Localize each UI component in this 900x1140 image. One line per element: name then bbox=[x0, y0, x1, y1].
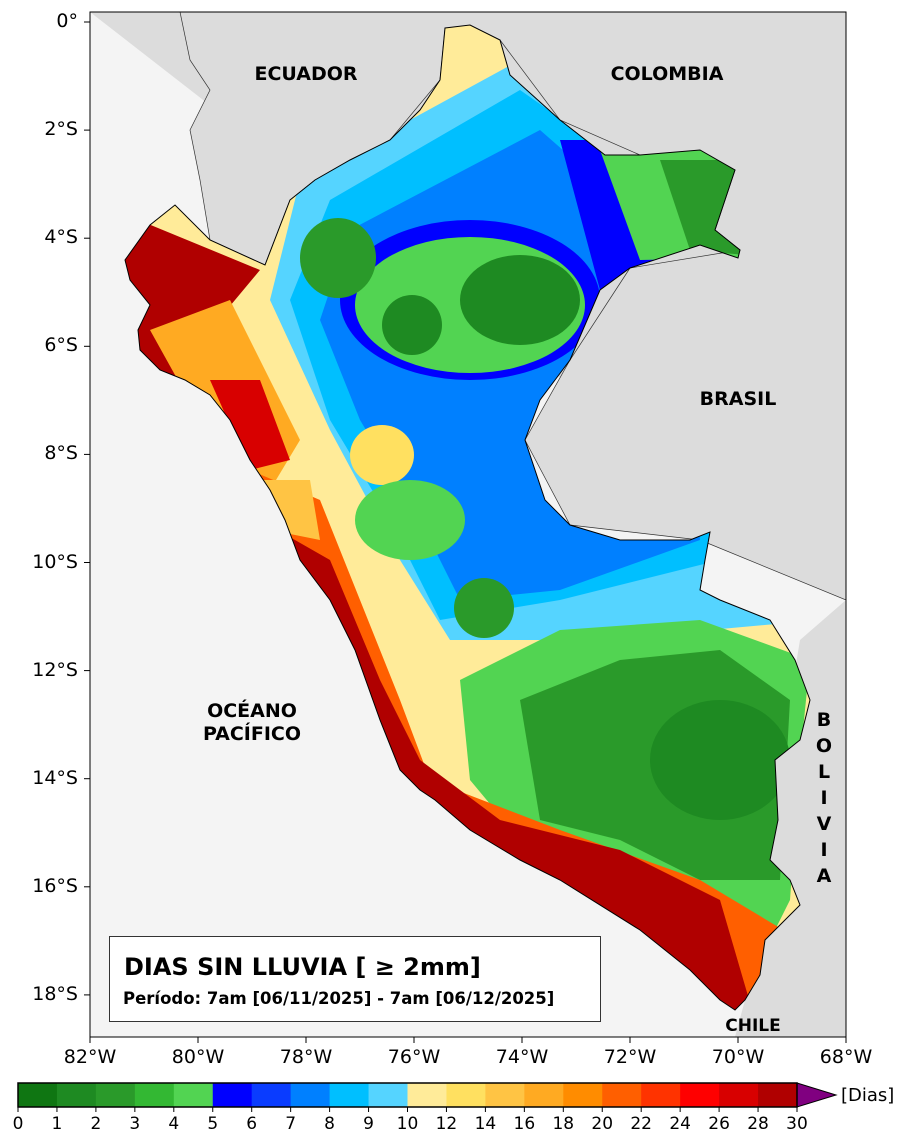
lon-tick-label: 78°W bbox=[279, 1046, 333, 1068]
axis-ticks bbox=[84, 21, 847, 1043]
lon-tick-label: 70°W bbox=[711, 1046, 765, 1068]
label-chile: CHILE bbox=[725, 1016, 781, 1036]
lat-tick-label: 18°S bbox=[32, 982, 78, 1005]
colorbar-tick-label: 26 bbox=[708, 1114, 730, 1134]
colorbar-tick-label: 3 bbox=[129, 1114, 141, 1134]
title-box: DIAS SIN LLUVIA [ ≥ 2mm] Período: 7am [0… bbox=[109, 936, 601, 1022]
lat-tick-label: 10°S bbox=[32, 550, 78, 573]
label-ecuador: ECUADOR bbox=[254, 63, 358, 85]
colorbar-segment bbox=[641, 1083, 681, 1107]
colorbar-segment bbox=[485, 1083, 525, 1107]
lon-tick-label: 80°W bbox=[171, 1046, 225, 1068]
period-text: Período: 7am [06/11/2025] - 7am [06/12/2… bbox=[123, 989, 555, 1008]
label-colombia: COLOMBIA bbox=[610, 63, 724, 85]
lat-tick-label: 2°S bbox=[44, 118, 78, 141]
map-frame bbox=[89, 11, 847, 1038]
lon-tick-label: 68°W bbox=[819, 1046, 873, 1068]
colorbar-segment bbox=[56, 1083, 97, 1107]
lat-tick-label: 12°S bbox=[32, 658, 78, 681]
colorbar-segment bbox=[18, 1083, 58, 1107]
colorbar-unit: [Dias] bbox=[841, 1085, 895, 1106]
lat-tick-label: 14°S bbox=[32, 766, 78, 789]
lon-tick-label: 82°W bbox=[63, 1046, 117, 1068]
colorbar-segment bbox=[680, 1083, 720, 1107]
colorbar-tick-label: 24 bbox=[669, 1114, 691, 1134]
colorbar-tick-label: 10 bbox=[396, 1114, 419, 1134]
colorbar-segment bbox=[329, 1083, 370, 1107]
colorbar-segment bbox=[602, 1083, 642, 1107]
colorbar-tick-label: 14 bbox=[474, 1114, 497, 1134]
lat-tick-label: 0° bbox=[56, 10, 78, 32]
colorbar-tick-label: 16 bbox=[513, 1114, 536, 1134]
colorbar-segment bbox=[173, 1083, 214, 1107]
lat-tick-label: 8°S bbox=[44, 442, 78, 465]
colorbar-tick-label: 0 bbox=[12, 1114, 24, 1134]
label-oceano: OCÉANO bbox=[207, 700, 297, 722]
colorbar-segment bbox=[212, 1083, 253, 1107]
colorbar-segment bbox=[407, 1083, 447, 1107]
colorbar-tick-label: 30 bbox=[786, 1114, 808, 1134]
colorbar-segment bbox=[95, 1083, 136, 1107]
label-brasil: BRASIL bbox=[699, 388, 777, 410]
colorbar-segment bbox=[446, 1083, 486, 1107]
lon-tick-label: 74°W bbox=[495, 1046, 549, 1068]
colorbar-tick-label: 12 bbox=[435, 1114, 458, 1134]
colorbar-tick-label: 4 bbox=[168, 1114, 180, 1134]
label-pacifico: PACÍFICO bbox=[202, 723, 302, 745]
colorbar-tick-label: 8 bbox=[324, 1114, 335, 1134]
colorbar bbox=[17, 1082, 838, 1112]
lat-tick-label: 4°S bbox=[44, 226, 78, 249]
colorbar-segment bbox=[719, 1083, 759, 1107]
colorbar-segment bbox=[758, 1083, 798, 1107]
colorbar-tick-label: 2 bbox=[90, 1114, 102, 1134]
label-bolivia: B O L I V I A bbox=[815, 709, 833, 887]
lat-tick-label: 16°S bbox=[32, 874, 78, 897]
colorbar-tick-label: 1 bbox=[51, 1114, 63, 1134]
map-title: DIAS SIN LLUVIA [ ≥ 2mm] bbox=[124, 953, 481, 981]
colorbar-tick-label: 28 bbox=[747, 1114, 769, 1134]
colorbar-tick-label: 6 bbox=[246, 1114, 258, 1134]
colorbar-segment bbox=[134, 1083, 175, 1107]
colorbar-segment bbox=[290, 1083, 331, 1107]
colorbar-tick-label: 22 bbox=[630, 1114, 652, 1134]
colorbar-segment bbox=[251, 1083, 292, 1107]
colorbar-segment bbox=[563, 1083, 603, 1107]
colorbar-extend-arrow bbox=[796, 1082, 838, 1108]
lon-tick-label: 76°W bbox=[387, 1046, 441, 1068]
lon-tick-label: 72°W bbox=[603, 1046, 657, 1068]
colorbar-tick-label: 18 bbox=[552, 1114, 575, 1134]
colorbar-tick-label: 9 bbox=[363, 1114, 374, 1134]
colorbar-tick-label: 20 bbox=[591, 1114, 614, 1134]
colorbar-tick-label: 5 bbox=[207, 1114, 219, 1134]
colorbar-segment bbox=[368, 1083, 408, 1107]
colorbar-tick-label: 7 bbox=[285, 1114, 297, 1134]
lat-tick-label: 6°S bbox=[44, 334, 78, 357]
colorbar-segment bbox=[524, 1083, 564, 1107]
